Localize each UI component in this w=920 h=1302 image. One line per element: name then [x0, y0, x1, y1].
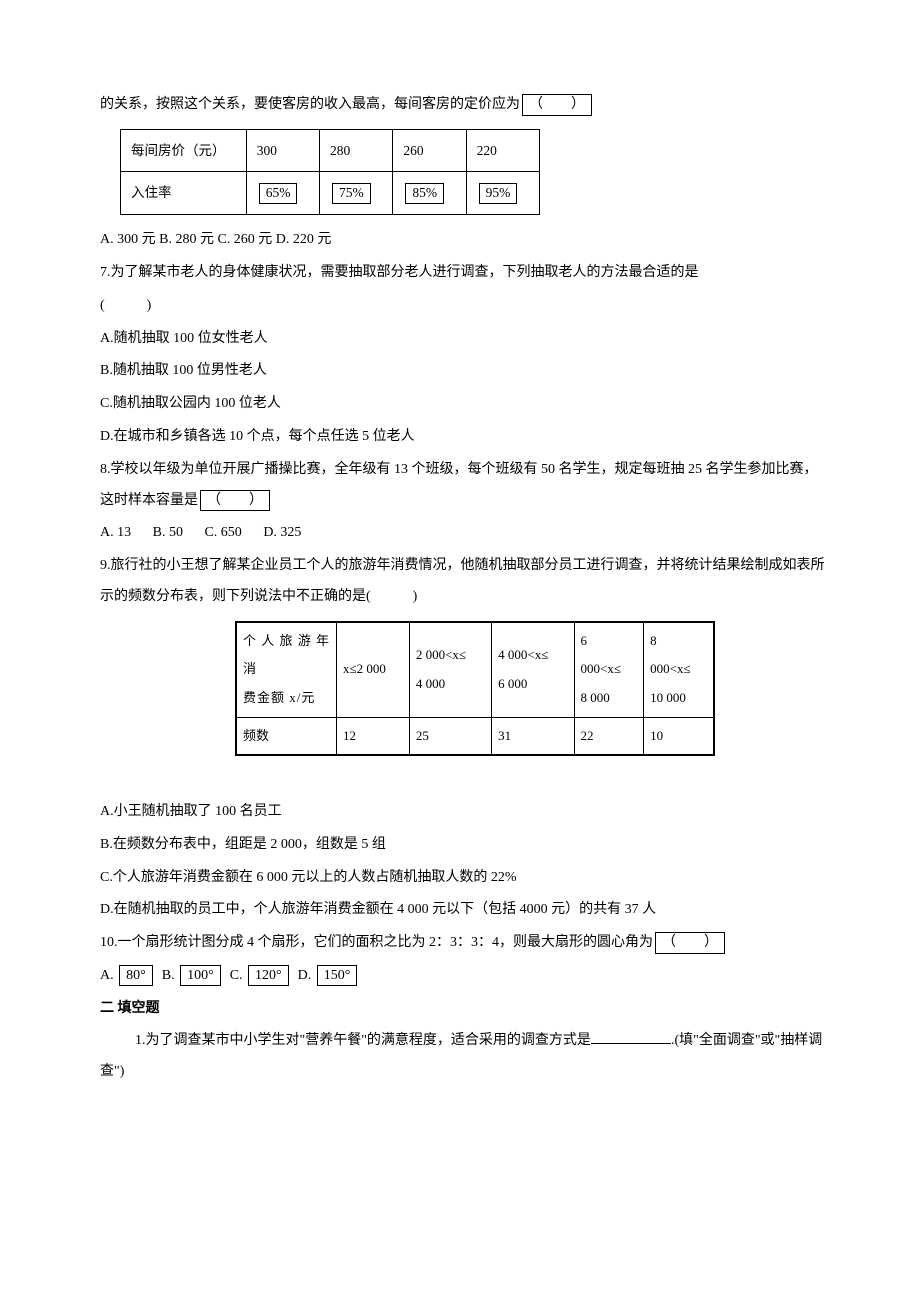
q7-opt-c: C.随机抽取公园内 100 位老人: [100, 389, 830, 420]
q6-header-0: 每间房价（元）: [121, 129, 247, 172]
q6-row2-label: 入住率: [121, 172, 247, 215]
q9-freq-1: 25: [409, 717, 491, 755]
q9-r1l2: 消: [243, 661, 257, 676]
q10-d-label: D.: [298, 968, 312, 983]
q6-header-4: 220: [466, 129, 539, 172]
q7-paren: ( ): [100, 291, 830, 322]
q10-text: 10.一个扇形统计图分成 4 个扇形，它们的面积之比为 2：3：3：4，则最大扇…: [100, 935, 653, 950]
table-row: 入住率 65% 75% 85% 95%: [121, 172, 540, 215]
q9-r1l3: 费金额 x/元: [243, 690, 315, 705]
q7-opt-a: A.随机抽取 100 位女性老人: [100, 324, 830, 355]
q8-opt-b: B. 50: [153, 518, 183, 549]
q6-val-0: 65%: [259, 183, 298, 204]
q8-opt-a: A. 13: [100, 518, 131, 549]
q9-freq-2: 31: [492, 717, 574, 755]
q9-col-4: 8000<x≤10 000: [644, 622, 714, 717]
q6-prefix: 的关系，按照这个关系，要使客房的收入最高，每间客房的定价应为: [100, 97, 520, 112]
q8-opt-d: D. 325: [263, 518, 301, 549]
q8-text-wrap: 8.学校以年级为单位开展广播操比赛，全年级有 13 个班级，每个班级有 50 名…: [100, 455, 830, 517]
q10-b-label: B.: [162, 968, 175, 983]
q7-text: 7.为了解某市老人的身体健康状况，需要抽取部分老人进行调查，下列抽取老人的方法最…: [100, 258, 830, 289]
q8-options: A. 13 B. 50 C. 650 D. 325: [100, 518, 830, 549]
q9-freq-0: 12: [337, 717, 410, 755]
q6-cell: 75%: [320, 172, 393, 215]
q8-opt-c: C. 650: [204, 518, 241, 549]
q10-options: A. 80° B. 100° C. 120° D. 150°: [100, 961, 830, 992]
q9-opt-a: A.小王随机抽取了 100 名员工: [100, 797, 830, 828]
q10-blank-paren: （ ）: [655, 932, 725, 954]
q6-intro: 的关系，按照这个关系，要使客房的收入最高，每间客房的定价应为（ ）: [100, 90, 830, 121]
table-row: 个 人 旅 游 年 消 费金额 x/元 x≤2 000 2 000<x≤4 00…: [236, 622, 714, 717]
q10-d-val: 150°: [317, 965, 358, 987]
q9-table: 个 人 旅 游 年 消 费金额 x/元 x≤2 000 2 000<x≤4 00…: [235, 621, 715, 756]
q10-a-val: 80°: [119, 965, 153, 987]
q10-text-wrap: 10.一个扇形统计图分成 4 个扇形，它们的面积之比为 2：3：3：4，则最大扇…: [100, 928, 830, 959]
q10-c-label: C.: [230, 968, 243, 983]
q9-col-1: 2 000<x≤4 000: [409, 622, 491, 717]
q9-freq-4: 10: [644, 717, 714, 755]
q6-header-2: 280: [320, 129, 393, 172]
q6-header-3: 260: [393, 129, 466, 172]
q10-a-label: A.: [100, 968, 114, 983]
q10-c-val: 120°: [248, 965, 289, 987]
q9-col-3: 6000<x≤8 000: [574, 622, 644, 717]
q9-row1-label: 个 人 旅 游 年 消 费金额 x/元: [236, 622, 337, 717]
q6-options: A. 300 元 B. 280 元 C. 260 元 D. 220 元: [100, 225, 830, 256]
q9-col-2: 4 000<x≤6 000: [492, 622, 574, 717]
fill-q1: 1.为了调查某市中小学生对"营养午餐"的满意程度，适合采用的调查方式是.(填"全…: [100, 1026, 830, 1088]
q7-stem: 7.为了解某市老人的身体健康状况，需要抽取部分老人进行调查，下列抽取老人的方法最…: [100, 265, 699, 280]
q9-row2-label: 频数: [236, 717, 337, 755]
q9-col-0: x≤2 000: [337, 622, 410, 717]
q9-opt-c: C.个人旅游年消费金额在 6 000 元以上的人数占随机抽取人数的 22%: [100, 863, 830, 894]
q9-opt-d: D.在随机抽取的员工中，个人旅游年消费金额在 4 000 元以下（包括 4000…: [100, 895, 830, 926]
q7-opt-b: B.随机抽取 100 位男性老人: [100, 356, 830, 387]
q6-table: 每间房价（元） 300 280 260 220 入住率 65% 75% 85% …: [120, 129, 540, 215]
q7-opt-d: D.在城市和乡镇各选 10 个点，每个点任选 5 位老人: [100, 422, 830, 453]
q9-opt-b: B.在频数分布表中，组距是 2 000，组数是 5 组: [100, 830, 830, 861]
q6-cell: 85%: [393, 172, 466, 215]
q10-b-val: 100°: [180, 965, 221, 987]
q6-val-1: 75%: [332, 183, 371, 204]
table-row: 频数 12 25 31 22 10: [236, 717, 714, 755]
q9-freq-3: 22: [574, 717, 644, 755]
fill-q1-blank: [591, 1030, 671, 1044]
q9-r1l1: 个 人 旅 游 年: [243, 633, 330, 648]
q6-val-2: 85%: [405, 183, 444, 204]
q9-text: 9.旅行社的小王想了解某企业员工个人的旅游年消费情况，他随机抽取部分员工进行调查…: [100, 551, 830, 613]
q6-header-1: 300: [246, 129, 319, 172]
q6-cell: 65%: [246, 172, 319, 215]
q6-val-3: 95%: [479, 183, 518, 204]
section-2-header: 二 填空题: [100, 994, 830, 1025]
table-row: 每间房价（元） 300 280 260 220: [121, 129, 540, 172]
q8-blank-paren: （ ）: [200, 490, 270, 512]
q6-cell: 95%: [466, 172, 539, 215]
fill-q1-pre: 1.为了调查某市中小学生对"营养午餐"的满意程度，适合采用的调查方式是: [135, 1033, 591, 1048]
q6-blank-paren: （ ）: [522, 94, 592, 116]
